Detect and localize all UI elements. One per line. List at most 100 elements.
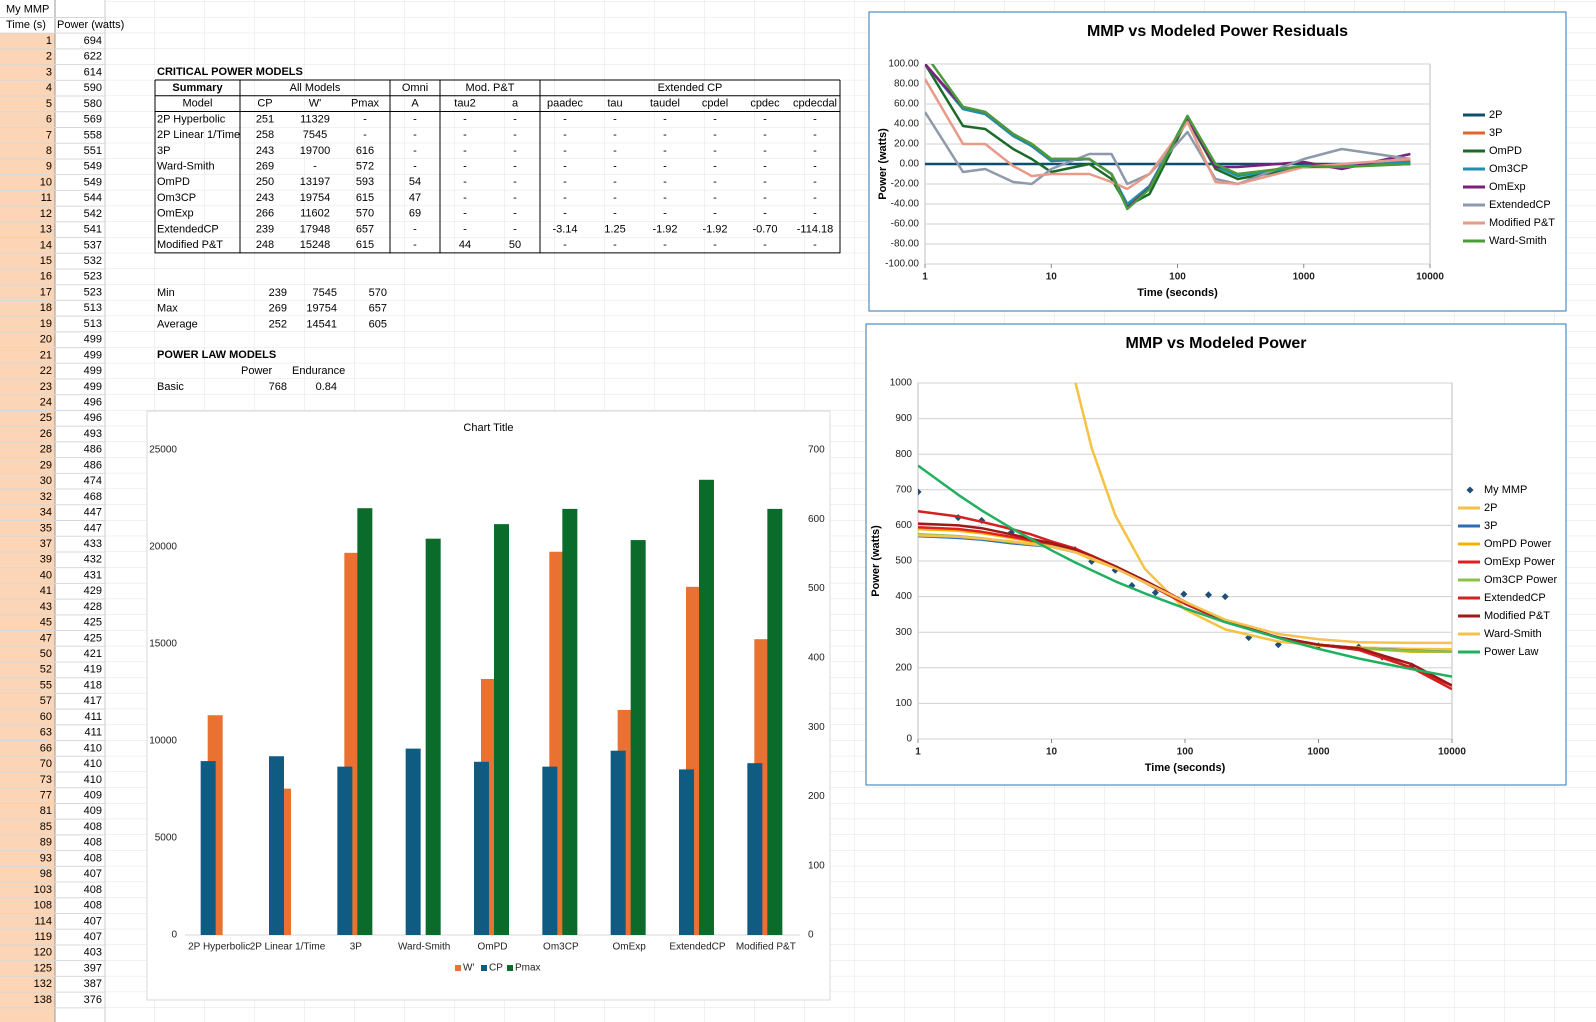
table-cell: 239 (256, 223, 274, 235)
section-title: CRITICAL POWER MODELS (157, 66, 303, 78)
y-tick-label: 400 (895, 591, 912, 602)
x-axis-title: Time (seconds) (1137, 287, 1218, 299)
time-cell: 4 (46, 82, 52, 94)
power-cell: 408 (84, 900, 102, 912)
column-header: a (512, 98, 519, 110)
table-cell: - (663, 161, 667, 173)
series-line (918, 522, 1452, 687)
column-header: Model (183, 98, 213, 110)
table-cell: - (763, 176, 767, 188)
table-cell: - (763, 161, 767, 173)
time-cell: 2 (46, 51, 52, 63)
time-cell: 3 (46, 66, 52, 78)
legend-label: OmPD (1489, 145, 1522, 157)
table-cell: 50 (509, 239, 521, 251)
x-tick-label: 3P (350, 942, 363, 953)
stat-cell: Min (157, 287, 175, 299)
power-cell: 499 (84, 381, 102, 393)
table-cell: - (463, 208, 467, 220)
y-tick-label: -60.00 (891, 219, 920, 230)
legend-label: ExtendedCP (1489, 199, 1551, 211)
table-cell: - (813, 208, 817, 220)
power-cell: 499 (84, 365, 102, 377)
table-cell: - (713, 161, 717, 173)
power-cell: 403 (84, 947, 102, 959)
table-cell: - (563, 129, 567, 141)
table-cell: - (563, 239, 567, 251)
time-cell: 125 (34, 962, 52, 974)
power-cell: 425 (84, 632, 102, 644)
table-cell: - (363, 129, 367, 141)
power-cell: 580 (84, 98, 102, 110)
power-cell: 418 (84, 679, 102, 691)
power-cell: 429 (84, 585, 102, 597)
time-cell: 45 (40, 617, 52, 629)
bar (474, 761, 489, 935)
table-cell: - (713, 145, 717, 157)
x-tick-label: 100 (1177, 747, 1194, 758)
time-cell: 19 (40, 318, 52, 330)
table-cell: - (463, 176, 467, 188)
legend-label: Ward-Smith (1484, 628, 1542, 640)
power-cell: 496 (84, 412, 102, 424)
table-cell: - (813, 129, 817, 141)
power-cell: 432 (84, 554, 102, 566)
chart-title: MMP vs Modeled Power (1125, 335, 1306, 352)
table-cell: - (763, 129, 767, 141)
table-cell: 15248 (300, 239, 331, 251)
y-tick-label: 15000 (149, 639, 177, 650)
time-cell: 7 (46, 129, 52, 141)
table-cell: - (813, 113, 817, 125)
x-tick-label: 10 (1046, 747, 1058, 758)
time-cell: 5 (46, 98, 52, 110)
power-cell: 409 (84, 790, 102, 802)
y-tick-label: 100.00 (888, 59, 919, 70)
table-cell: - (463, 192, 467, 204)
bar (610, 750, 626, 935)
section-title: POWER LAW MODELS (157, 349, 276, 361)
table-cell: - (513, 161, 517, 173)
y-tick-label: 60.00 (894, 99, 919, 110)
column-header: taudel (650, 98, 680, 110)
x-tick-label: 10000 (1416, 272, 1444, 283)
table-cell: 1.25 (604, 223, 625, 235)
y-tick-label: 0 (171, 930, 177, 941)
power-cell: 544 (84, 192, 102, 204)
table-cell: - (513, 176, 517, 188)
power-cell: 474 (84, 475, 102, 487)
power-cell: 622 (84, 51, 102, 63)
table-cell: 572 (356, 161, 374, 173)
table-cell: 19700 (300, 145, 331, 157)
time-cell: 73 (40, 774, 52, 786)
table-cell: - (663, 208, 667, 220)
x-tick-label: Ward-Smith (398, 942, 450, 953)
table-cell: - (413, 145, 417, 157)
time-cell: 11 (41, 192, 52, 204)
legend-label: Pmax (515, 963, 541, 974)
y-axis-title: Power (watts) (877, 128, 889, 200)
table-cell: - (513, 223, 517, 235)
table-cell: - (813, 176, 817, 188)
table-cell: 19754 (300, 192, 331, 204)
table-cell: 243 (256, 145, 274, 157)
legend-swatch (481, 965, 487, 971)
stat-cell: 657 (369, 303, 387, 315)
table-cell: -0.70 (752, 223, 777, 235)
y2-tick-label: 700 (808, 445, 825, 456)
power-cell: 411 (84, 711, 102, 723)
time-cell: 70 (40, 758, 52, 770)
time-cell: 18 (40, 302, 52, 314)
time-cell: 93 (40, 852, 52, 864)
stat-cell: Max (157, 303, 178, 315)
table-cell: - (763, 239, 767, 251)
table-cell: Om3CP (157, 192, 196, 204)
legend-label: Ward-Smith (1489, 235, 1547, 247)
legend-label: 3P (1484, 520, 1497, 532)
legend-label: W' (463, 963, 474, 974)
y-tick-label: 700 (895, 484, 912, 495)
y-tick-label: 800 (895, 449, 912, 460)
power-law-cell: 0.84 (316, 381, 337, 393)
table-cell: - (313, 161, 317, 173)
table-cell: - (563, 192, 567, 204)
table-cell: - (463, 113, 467, 125)
